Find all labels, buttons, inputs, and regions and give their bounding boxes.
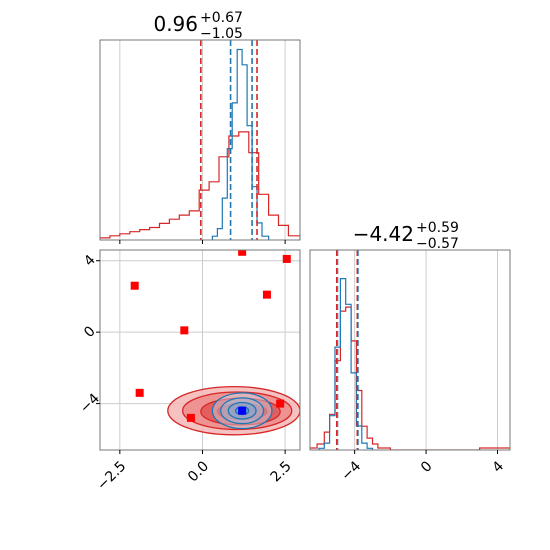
hist1-title-lower: −1.05 — [200, 26, 243, 42]
hist2-title-upper: +0.59 — [416, 220, 459, 236]
joint-x-tick-label: −2.5 — [94, 458, 129, 493]
joint-x-tick-label: 0.0 — [185, 458, 212, 485]
joint-red-point — [262, 290, 271, 299]
hist2-plot-area — [310, 250, 510, 450]
joint-red-point — [130, 281, 139, 290]
hist2-x-tick-label: 4 — [489, 458, 507, 476]
joint-y-tick-label: 4 — [81, 252, 99, 270]
hist2-blue-series — [318, 278, 374, 450]
hist2-x-tick-label: −4 — [338, 458, 364, 484]
joint-red-point — [276, 399, 285, 408]
joint-red-point — [186, 413, 195, 422]
hist2-x-tick-label: 0 — [418, 458, 436, 476]
hist1-bg — [100, 40, 300, 240]
hist2-frame — [309, 249, 511, 451]
joint-plot-area — [100, 250, 300, 450]
hist1-red-series — [100, 131, 300, 240]
joint-x-tick-label: 2.5 — [268, 458, 295, 485]
joint-red-point — [135, 388, 144, 397]
joint-y-tick-label: −4 — [77, 391, 103, 417]
hist1-plot-area — [100, 40, 300, 240]
joint-red-point — [238, 250, 247, 256]
hist1-title-value: 0.96 — [153, 12, 198, 36]
joint-red-point — [180, 326, 189, 335]
joint-red-point — [282, 254, 291, 263]
hist2-bg — [310, 250, 510, 450]
hist2-title-lower: −0.57 — [416, 236, 459, 252]
joint-blue-point — [238, 406, 247, 415]
joint-y-tick-label: 0 — [81, 323, 99, 341]
joint-frame — [99, 249, 301, 451]
hist1-blue-series — [211, 48, 270, 240]
hist2-title-value: −4.42 — [353, 222, 414, 246]
hist1-title-upper: +0.67 — [200, 10, 243, 26]
hist1-frame — [99, 39, 301, 241]
